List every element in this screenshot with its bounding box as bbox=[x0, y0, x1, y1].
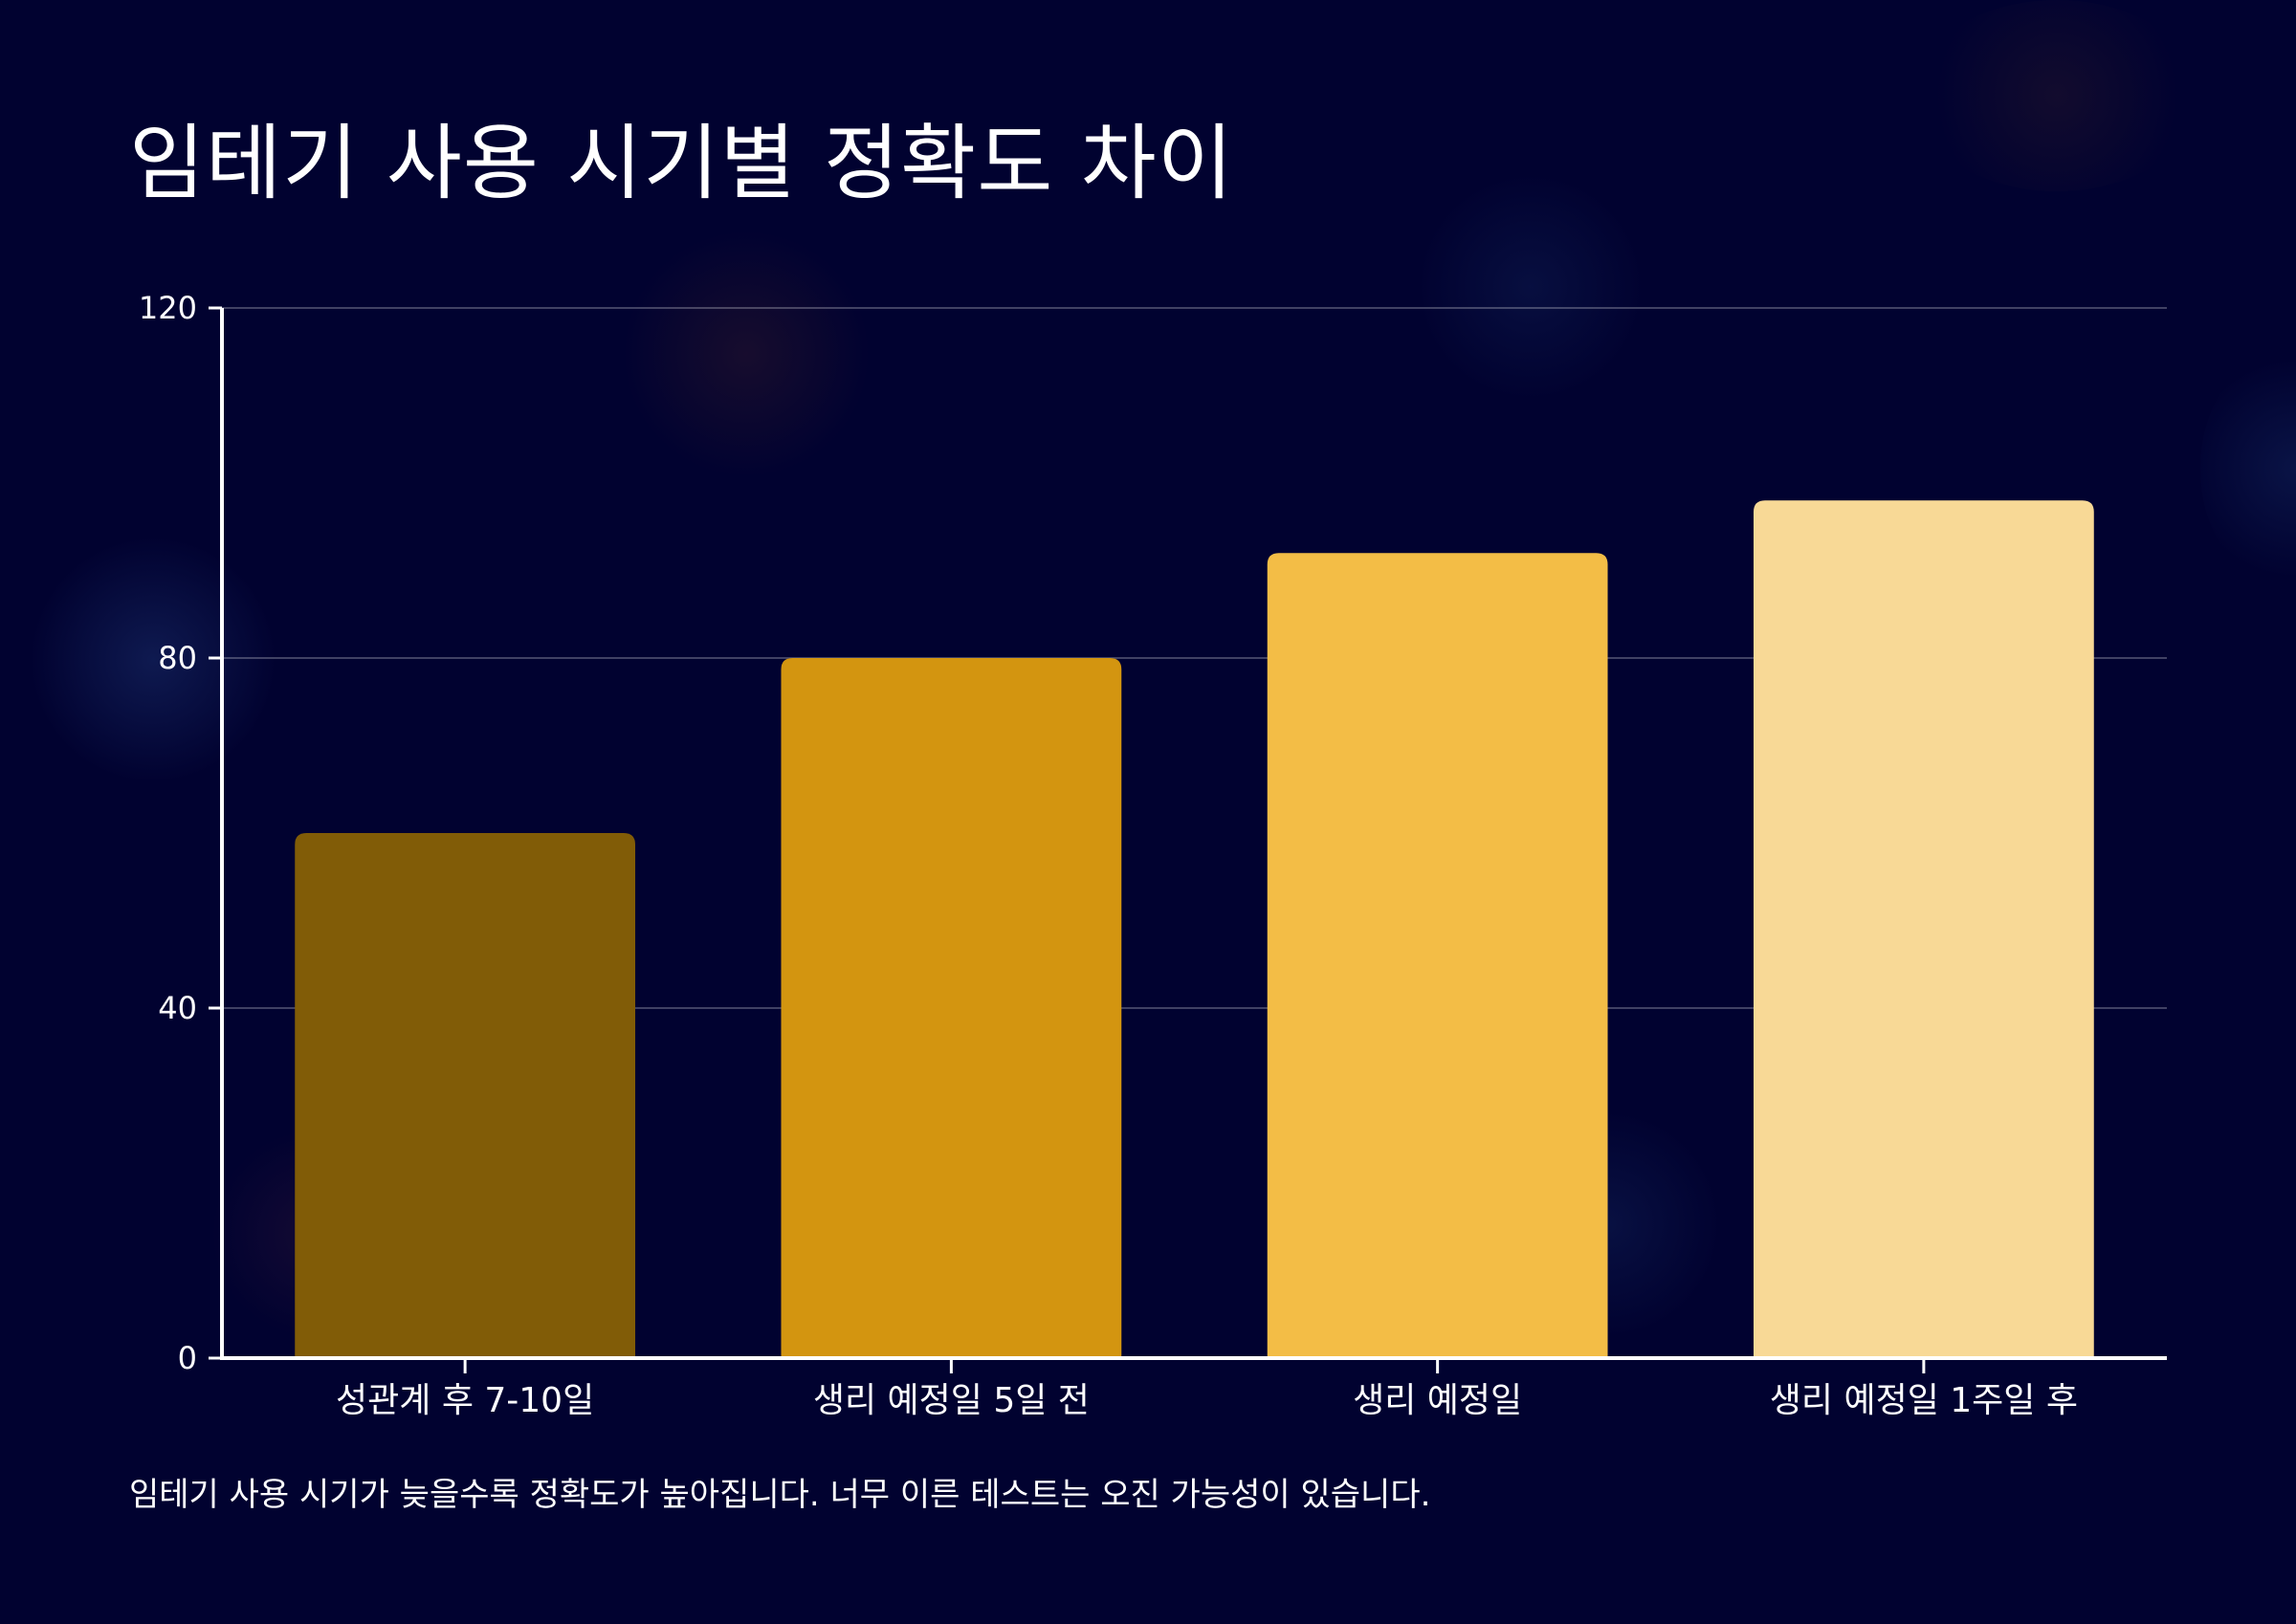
y-tick-label: 80 bbox=[158, 640, 197, 676]
y-tick-label: 40 bbox=[158, 990, 197, 1026]
x-tick-label: 성관계 후 7-10일 bbox=[336, 1381, 594, 1420]
bars bbox=[295, 500, 2094, 1358]
bar bbox=[1753, 500, 2094, 1358]
bar bbox=[1267, 553, 1608, 1358]
y-tick-label: 120 bbox=[139, 290, 197, 326]
tick-labels: 0 40 80 120 성관계 후 7-10일 생리 예정일 5일 전 생리 예정일 생리 예… bbox=[139, 290, 2078, 1420]
x-tick-label: 생리 예정일 bbox=[1353, 1381, 1522, 1420]
y-tick-label: 0 bbox=[178, 1340, 197, 1376]
chart-title: 임테기 사용 시기별 정확도 차이 bbox=[129, 116, 1234, 211]
x-tick-label: 생리 예정일 5일 전 bbox=[813, 1381, 1090, 1420]
axes bbox=[209, 306, 2167, 1373]
bar bbox=[781, 658, 1122, 1358]
chart-caption: 임테기 사용 시기가 늦을수록 정확도가 높아집니다. 너무 이른 테스트는 오… bbox=[129, 1476, 1431, 1514]
x-tick-label: 생리 예정일 1주일 후 bbox=[1770, 1381, 2078, 1420]
bar bbox=[295, 833, 636, 1358]
